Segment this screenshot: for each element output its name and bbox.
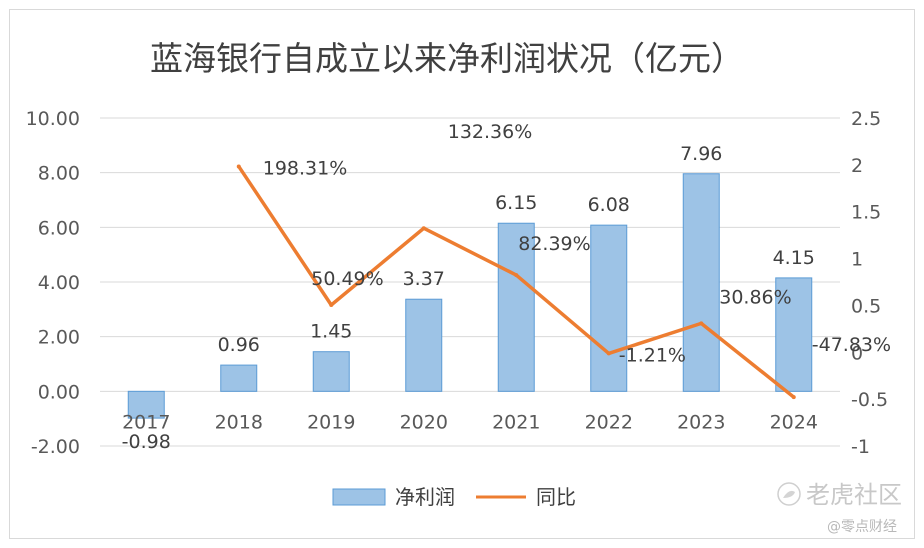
bar-2021 <box>497 222 535 392</box>
chart-title: 蓝海银行自成立以来净利润状况（亿元） <box>150 39 744 78</box>
x-tick-label: 2019 <box>307 411 355 433</box>
y-right-tick-label: -0.5 <box>851 389 888 411</box>
y-axis-right: -1 -0.5 0 0.5 1 1.5 2 2.5 <box>851 108 888 458</box>
line-data-label: 198.31% <box>263 157 348 179</box>
bar-data-label: 6.15 <box>495 192 537 214</box>
x-tick-label: 2017 <box>122 411 170 433</box>
bar-2017 <box>127 390 165 419</box>
x-tick-label: 2023 <box>677 411 725 433</box>
watermark-author: @零点财经 <box>827 519 897 535</box>
line-data-label: -1.21% <box>619 344 686 366</box>
paw-icon-inner <box>783 490 795 498</box>
x-tick-label: 2022 <box>585 411 633 433</box>
y-right-tick-label: 2.5 <box>851 108 881 130</box>
y-left-tick-label: 8.00 <box>38 163 80 185</box>
line-data-label: 50.49% <box>311 268 383 290</box>
legend-line-label: 同比 <box>536 485 576 509</box>
yoy-point-2023 <box>699 321 704 326</box>
y-left-tick-label: -2.00 <box>31 436 80 458</box>
bar-2023 <box>682 173 720 392</box>
legend-bar-label: 净利润 <box>395 485 455 509</box>
bar-data-label: 1.45 <box>310 321 352 343</box>
y-left-tick-label: 6.00 <box>38 217 80 239</box>
line-data-label: 82.39% <box>518 233 590 255</box>
y-right-tick-label: 1 <box>851 249 863 271</box>
bar-2018 <box>220 364 258 392</box>
watermark: 老虎社区 @零点财经 <box>777 481 902 535</box>
y-axis-left: -2.00 0.00 2.00 4.00 6.00 8.00 10.00 <box>26 108 80 458</box>
yoy-point-2022 <box>606 351 611 356</box>
yoy-point-2019 <box>329 302 334 307</box>
y-left-tick-label: 2.00 <box>38 327 80 349</box>
bar-2024 <box>775 277 813 392</box>
bar-data-label: 0.96 <box>218 334 260 356</box>
x-tick-label: 2020 <box>400 411 448 433</box>
y-right-tick-label: 0 <box>851 342 863 364</box>
bar-data-label: 3.37 <box>403 268 445 290</box>
bar-data-labels: -0.98 0.96 1.45 3.37 6.15 6.08 7.96 4.15 <box>122 143 815 453</box>
x-tick-label: 2021 <box>492 411 540 433</box>
watermark-brand: 老虎社区 <box>806 481 902 509</box>
gridlines <box>100 117 840 447</box>
bar-2022 <box>590 224 628 392</box>
y-left-tick-label: 0.00 <box>38 381 80 403</box>
chart-frame <box>9 9 915 539</box>
y-right-tick-label: 1.5 <box>851 202 881 224</box>
legend: 净利润 同比 <box>332 485 576 509</box>
x-tick-label: 2024 <box>770 411 818 433</box>
legend-bar-swatch <box>332 488 386 506</box>
bar-data-label: 4.15 <box>773 247 815 269</box>
line-series <box>236 164 796 400</box>
y-right-tick-label: 0.5 <box>851 295 881 317</box>
y-left-tick-label: 4.00 <box>38 272 80 294</box>
y-right-tick-label: -1 <box>851 436 870 458</box>
bar-data-label: 6.08 <box>588 194 630 216</box>
line-data-label: 30.86% <box>719 286 791 308</box>
line-data-labels: 198.31% 50.49% 132.36% 82.39% -1.21% 30.86% -4… <box>263 121 891 366</box>
yoy-point-2024 <box>791 395 796 400</box>
x-tick-label: 2018 <box>215 411 263 433</box>
x-axis-labels: 2017 2018 2019 2020 2021 2022 2023 2024 <box>122 411 818 433</box>
bar-2019 <box>312 351 350 392</box>
yoy-point-2021 <box>514 273 519 278</box>
bar-2020 <box>405 298 443 392</box>
bar-series <box>127 173 813 419</box>
y-left-tick-label: 10.00 <box>26 108 80 130</box>
y-right-tick-label: 2 <box>851 155 863 177</box>
yoy-point-2018 <box>236 164 241 169</box>
line-data-label: -47.83% <box>812 334 891 356</box>
yoy-point-2020 <box>421 226 426 231</box>
paw-icon <box>777 482 801 506</box>
bar-data-label: -0.98 <box>122 431 171 453</box>
bar-data-label: 7.96 <box>680 143 722 165</box>
line-data-label: 132.36% <box>448 121 533 143</box>
